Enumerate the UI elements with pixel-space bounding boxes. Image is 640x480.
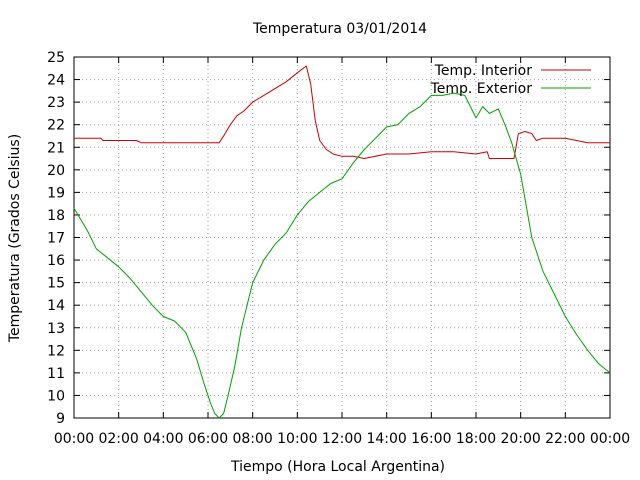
y-axis-label: Temperatura (Grados Celsius) (7, 134, 23, 343)
legend: Temp. Interior Temp. Exterior (430, 63, 591, 97)
y-tick-label: 12 (47, 343, 65, 359)
x-tick-label: 12:00 (322, 431, 362, 447)
x-tick-label: 16:00 (411, 431, 451, 447)
y-tick-label: 13 (47, 321, 65, 337)
series-lines (73, 65, 611, 419)
y-tick-label: 14 (47, 298, 65, 314)
legend-label-exterior: Temp. Exterior (430, 81, 533, 97)
x-tick-label: 22:00 (545, 431, 585, 447)
y-tick-label: 16 (47, 253, 65, 269)
series-line-interior (74, 65, 610, 159)
x-tick-label: 00:00 (54, 431, 94, 447)
y-tick-label: 15 (47, 276, 65, 292)
x-tick-labels: 00:00 02:00 04:00 06:00 08:00 10:00 12:00 14:00… (54, 431, 630, 447)
y-tick-label: 21 (47, 140, 65, 156)
y-tick-label: 10 (47, 388, 65, 404)
legend-label-interior: Temp. Interior (434, 63, 533, 79)
y-tick-label: 24 (47, 73, 65, 89)
x-tick-label: 02:00 (98, 431, 138, 447)
y-tick-labels: 9 10 11 12 13 14 15 16 17 18 19 20 21 22 23 24 25 (47, 50, 65, 427)
x-tick-label: 14:00 (366, 431, 406, 447)
y-tick-label: 9 (56, 411, 65, 427)
tick-marks (73, 56, 611, 419)
y-tick-label: 17 (47, 231, 65, 247)
y-tick-label: 25 (47, 50, 65, 66)
x-tick-label: 08:00 (232, 431, 272, 447)
y-tick-label: 23 (47, 95, 65, 111)
y-tick-label: 18 (47, 208, 65, 224)
chart-title: Temperatura 03/01/2014 (252, 21, 427, 37)
y-tick-label: 11 (47, 366, 65, 382)
grid (74, 57, 610, 418)
x-tick-label: 04:00 (143, 431, 183, 447)
x-tick-label: 20:00 (500, 431, 540, 447)
x-tick-label: 06:00 (188, 431, 228, 447)
y-tick-label: 20 (47, 163, 65, 179)
y-tick-label: 19 (47, 185, 65, 201)
x-tick-label: 10:00 (277, 431, 317, 447)
x-tick-label: 18:00 (456, 431, 496, 447)
y-tick-label: 22 (47, 118, 65, 134)
series-line-exterior (73, 92, 611, 419)
x-tick-label: 00:00 (590, 431, 630, 447)
x-axis-label: Tiempo (Hora Local Argentina) (230, 459, 445, 475)
